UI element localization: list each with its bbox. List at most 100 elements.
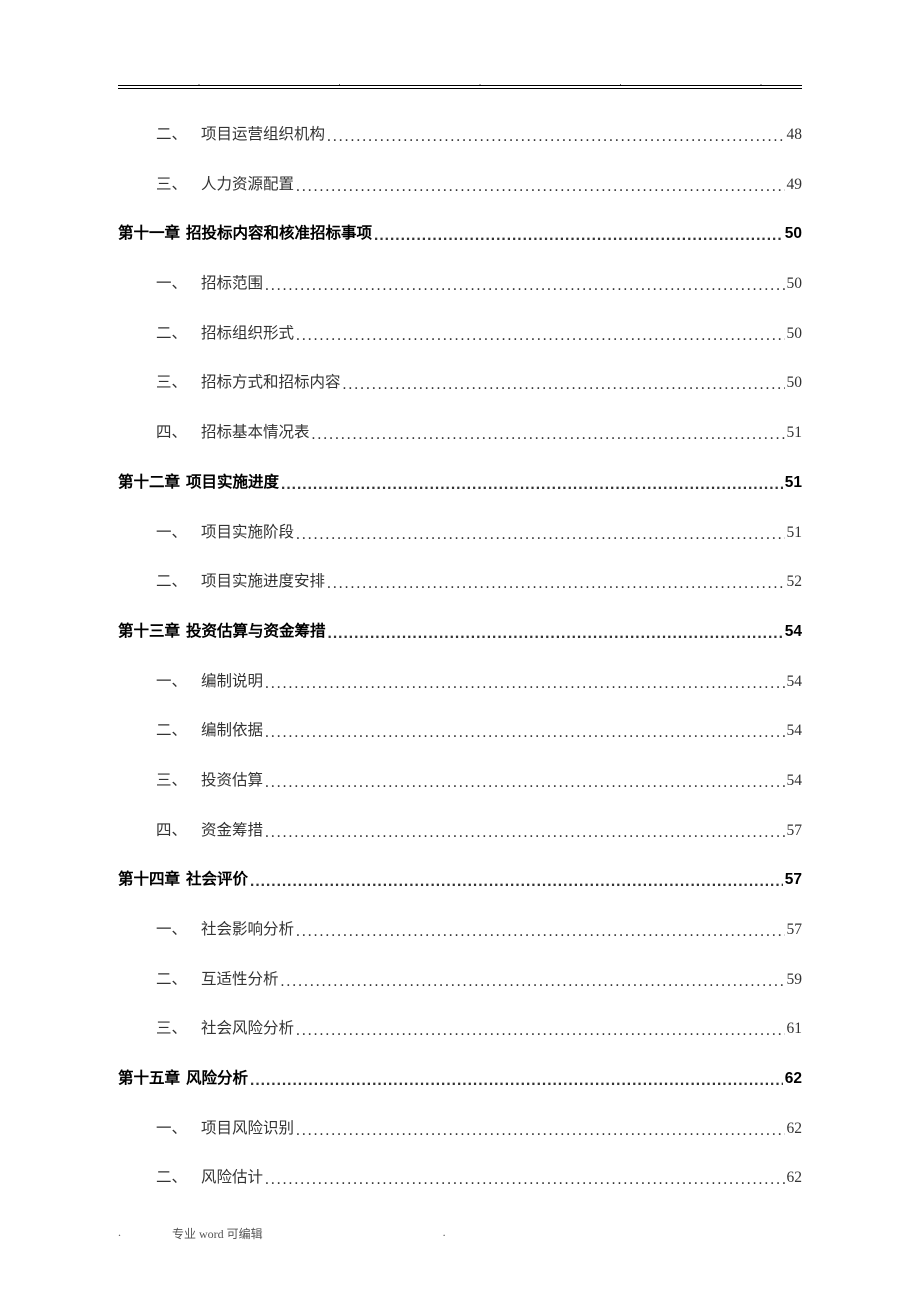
toc-leader-dots: ........................................… <box>265 822 784 844</box>
toc-number: 一、 <box>156 522 187 544</box>
toc-leader-dots: ........................................… <box>265 772 784 794</box>
toc-number: 二、 <box>156 124 187 146</box>
header-tick-marks: ..... <box>118 78 802 87</box>
toc-page-number: 54 <box>783 621 802 643</box>
toc-number: 四、 <box>156 422 187 444</box>
toc-leader-dots: ........................................… <box>296 325 784 347</box>
toc-entry: 一、社会影响分析................................… <box>118 919 802 941</box>
toc-number: 二、 <box>156 571 187 593</box>
toc-entry: 二、项目运营组织机构..............................… <box>118 124 802 146</box>
toc-page-number: 51 <box>783 472 802 494</box>
toc-number: 二、 <box>156 969 187 991</box>
toc-leader-dots: ........................................… <box>327 573 784 595</box>
toc-page-number: 57 <box>785 820 803 842</box>
toc-page-number: 50 <box>785 323 803 345</box>
toc-entry: 一、招标范围..................................… <box>118 273 802 295</box>
toc-entry: 一、项目实施阶段................................… <box>118 522 802 544</box>
toc-page-number: 54 <box>785 720 803 742</box>
toc-label: 招标基本情况表 <box>201 422 310 444</box>
toc-leader-dots: ........................................… <box>265 722 784 744</box>
toc-number: 一、 <box>156 273 187 295</box>
toc-label: 投资估算 <box>201 770 263 792</box>
toc-leader-dots: ........................................… <box>296 921 784 943</box>
toc-number: 二、 <box>156 323 187 345</box>
toc-label: 项目实施阶段 <box>201 522 294 544</box>
toc-chapter: 第十三章投资估算与资金筹措...........................… <box>118 621 802 643</box>
toc-entry: 一、项目风险识别................................… <box>118 1118 802 1140</box>
toc-page-number: 57 <box>785 919 803 941</box>
toc-number: 三、 <box>156 770 187 792</box>
toc-leader-dots: ........................................… <box>328 623 783 645</box>
toc-label: 招标方式和招标内容 <box>201 372 341 394</box>
toc-chapter: 第十一章招投标内容和核准招标事项........................… <box>118 223 802 245</box>
toc-label: 风险分析 <box>186 1068 248 1090</box>
toc-label: 项目实施进度 <box>186 472 279 494</box>
toc-chapter: 第十五章风险分析................................… <box>118 1068 802 1090</box>
toc-page-number: 62 <box>783 1068 802 1090</box>
toc-leader-dots: ........................................… <box>296 176 784 198</box>
toc-page-number: 62 <box>785 1167 803 1189</box>
toc-number: 四、 <box>156 820 187 842</box>
toc-number: 三、 <box>156 174 187 196</box>
toc-leader-dots: ........................................… <box>265 1169 784 1191</box>
toc-number: 一、 <box>156 1118 187 1140</box>
toc-page-number: 59 <box>785 969 803 991</box>
toc-entry: 四、招标基本情况表...............................… <box>118 422 802 444</box>
toc-label: 社会风险分析 <box>201 1018 294 1040</box>
toc-leader-dots: ........................................… <box>343 374 785 396</box>
toc-page-number: 54 <box>785 770 803 792</box>
toc-page-number: 50 <box>785 273 803 295</box>
toc-page-number: 54 <box>785 671 803 693</box>
toc-leader-dots: ........................................… <box>265 673 784 695</box>
toc-entry: 二、项目实施进度安排..............................… <box>118 571 802 593</box>
toc-label: 项目运营组织机构 <box>201 124 325 146</box>
toc-leader-dots: ........................................… <box>296 524 784 546</box>
toc-label: 风险估计 <box>201 1167 263 1189</box>
toc-entry: 二、招标组织形式................................… <box>118 323 802 345</box>
toc-label: 项目实施进度安排 <box>201 571 325 593</box>
toc-page-number: 62 <box>785 1118 803 1140</box>
toc-label: 招标组织形式 <box>201 323 294 345</box>
toc-entry: 二、编制依据..................................… <box>118 720 802 742</box>
toc-number: 第十四章 <box>118 869 180 891</box>
toc-page-number: 57 <box>783 869 802 891</box>
toc-entry: 四、资金筹措..................................… <box>118 820 802 842</box>
toc-entry: 二、风险估计..................................… <box>118 1167 802 1189</box>
toc-page-number: 49 <box>785 174 803 196</box>
toc-page-number: 50 <box>785 372 803 394</box>
toc-entry: 一、编制说明..................................… <box>118 671 802 693</box>
toc-number: 一、 <box>156 671 187 693</box>
toc-label: 项目风险识别 <box>201 1118 294 1140</box>
document-page: ..... 二、项目运营组织机构........................… <box>0 0 920 1277</box>
toc-leader-dots: ........................................… <box>281 474 783 496</box>
toc-entry: 三、投资估算..................................… <box>118 770 802 792</box>
footer-dot: . <box>118 1225 132 1242</box>
toc-entry: 三、社会风险分析................................… <box>118 1018 802 1040</box>
toc-number: 二、 <box>156 720 187 742</box>
toc-number: 第十二章 <box>118 472 180 494</box>
toc-leader-dots: ........................................… <box>250 1070 783 1092</box>
toc-label: 人力资源配置 <box>201 174 294 196</box>
header-rule: ..... <box>118 85 802 86</box>
toc-leader-dots: ........................................… <box>296 1120 784 1142</box>
toc-label: 社会评价 <box>186 869 248 891</box>
toc-leader-dots: ........................................… <box>312 424 785 446</box>
toc-page-number: 48 <box>785 124 803 146</box>
toc-number: 第十一章 <box>118 223 180 245</box>
toc-number: 第十五章 <box>118 1068 180 1090</box>
toc-leader-dots: ........................................… <box>281 971 785 993</box>
toc-chapter: 第十二章项目实施进度..............................… <box>118 472 802 494</box>
table-of-contents: 二、项目运营组织机构..............................… <box>118 124 802 1189</box>
footer-text: 专业 word 可编辑 <box>172 1225 263 1242</box>
toc-label: 资金筹措 <box>201 820 263 842</box>
footer-dot: . <box>443 1225 446 1242</box>
toc-label: 编制说明 <box>201 671 263 693</box>
toc-entry: 二、互适性分析.................................… <box>118 969 802 991</box>
toc-number: 二、 <box>156 1167 187 1189</box>
toc-label: 投资估算与资金筹措 <box>186 621 326 643</box>
toc-leader-dots: ........................................… <box>296 1020 784 1042</box>
toc-page-number: 51 <box>785 422 803 444</box>
toc-number: 三、 <box>156 1018 187 1040</box>
toc-leader-dots: ........................................… <box>250 871 783 893</box>
toc-leader-dots: ........................................… <box>374 225 783 247</box>
